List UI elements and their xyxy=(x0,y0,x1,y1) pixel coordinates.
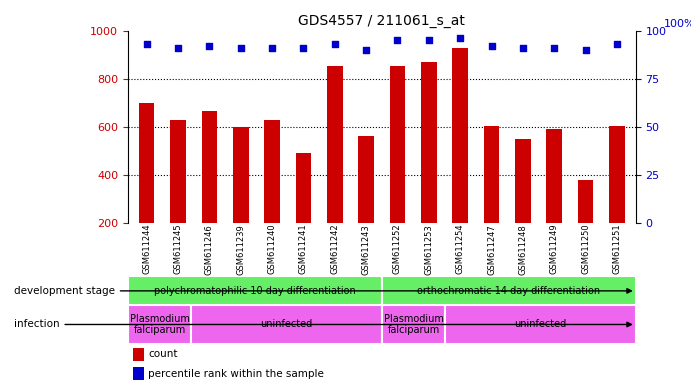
Bar xyxy=(327,66,343,223)
Point xyxy=(549,45,560,51)
Bar xyxy=(191,305,381,344)
Text: Plasmodium
falciparum: Plasmodium falciparum xyxy=(130,314,189,335)
Point xyxy=(235,45,246,51)
Point xyxy=(329,41,340,47)
Bar xyxy=(609,126,625,223)
Text: GSM611240: GSM611240 xyxy=(267,224,276,275)
Bar xyxy=(133,348,144,361)
Text: GSM611239: GSM611239 xyxy=(236,224,245,275)
Point xyxy=(392,37,403,43)
Point xyxy=(267,45,278,51)
Text: GSM611251: GSM611251 xyxy=(612,224,621,275)
Bar xyxy=(139,103,155,223)
Bar xyxy=(296,153,311,223)
Bar xyxy=(445,305,636,344)
Text: 100%: 100% xyxy=(663,19,691,29)
Bar xyxy=(264,119,280,223)
Point xyxy=(486,43,497,49)
Bar xyxy=(421,62,437,223)
Text: GSM611241: GSM611241 xyxy=(299,224,308,275)
Text: GSM611249: GSM611249 xyxy=(550,224,559,275)
Bar xyxy=(381,305,445,344)
Text: GSM611248: GSM611248 xyxy=(518,224,527,275)
Bar xyxy=(484,126,500,223)
Text: GSM611247: GSM611247 xyxy=(487,224,496,275)
Text: count: count xyxy=(148,349,178,359)
Text: infection: infection xyxy=(14,319,632,329)
Bar xyxy=(390,66,406,223)
Text: uninfected: uninfected xyxy=(514,319,567,329)
Bar xyxy=(358,136,374,223)
Text: GSM611244: GSM611244 xyxy=(142,224,151,275)
Point xyxy=(204,43,215,49)
Text: GSM611242: GSM611242 xyxy=(330,224,339,275)
Point xyxy=(424,37,435,43)
Text: GSM611246: GSM611246 xyxy=(205,224,214,275)
Bar xyxy=(128,276,381,305)
Bar xyxy=(515,139,531,223)
Bar xyxy=(578,180,594,223)
Point xyxy=(173,45,184,51)
Title: GDS4557 / 211061_s_at: GDS4557 / 211061_s_at xyxy=(299,14,465,28)
Text: GSM611252: GSM611252 xyxy=(393,224,402,275)
Point xyxy=(518,45,529,51)
Bar xyxy=(547,129,562,223)
Text: Plasmodium
falciparum: Plasmodium falciparum xyxy=(384,314,444,335)
Point xyxy=(612,41,623,47)
Text: percentile rank within the sample: percentile rank within the sample xyxy=(148,369,324,379)
Point xyxy=(580,47,591,53)
Bar xyxy=(170,119,186,223)
Point xyxy=(298,45,309,51)
Text: GSM611245: GSM611245 xyxy=(173,224,182,275)
Bar xyxy=(133,367,144,380)
Text: GSM611243: GSM611243 xyxy=(361,224,370,275)
Text: GSM611253: GSM611253 xyxy=(424,224,433,275)
Text: development stage: development stage xyxy=(14,286,632,296)
Point xyxy=(141,41,152,47)
Bar xyxy=(233,127,249,223)
Text: GSM611254: GSM611254 xyxy=(455,224,464,275)
Bar xyxy=(128,305,191,344)
Bar xyxy=(381,276,636,305)
Point xyxy=(455,35,466,41)
Text: GSM611250: GSM611250 xyxy=(581,224,590,275)
Bar xyxy=(453,48,468,223)
Point xyxy=(361,47,372,53)
Bar xyxy=(202,111,217,223)
Text: orthochromatic 14 day differentiation: orthochromatic 14 day differentiation xyxy=(417,286,600,296)
Text: uninfected: uninfected xyxy=(261,319,312,329)
Text: polychromatophilic 10 day differentiation: polychromatophilic 10 day differentiatio… xyxy=(154,286,356,296)
